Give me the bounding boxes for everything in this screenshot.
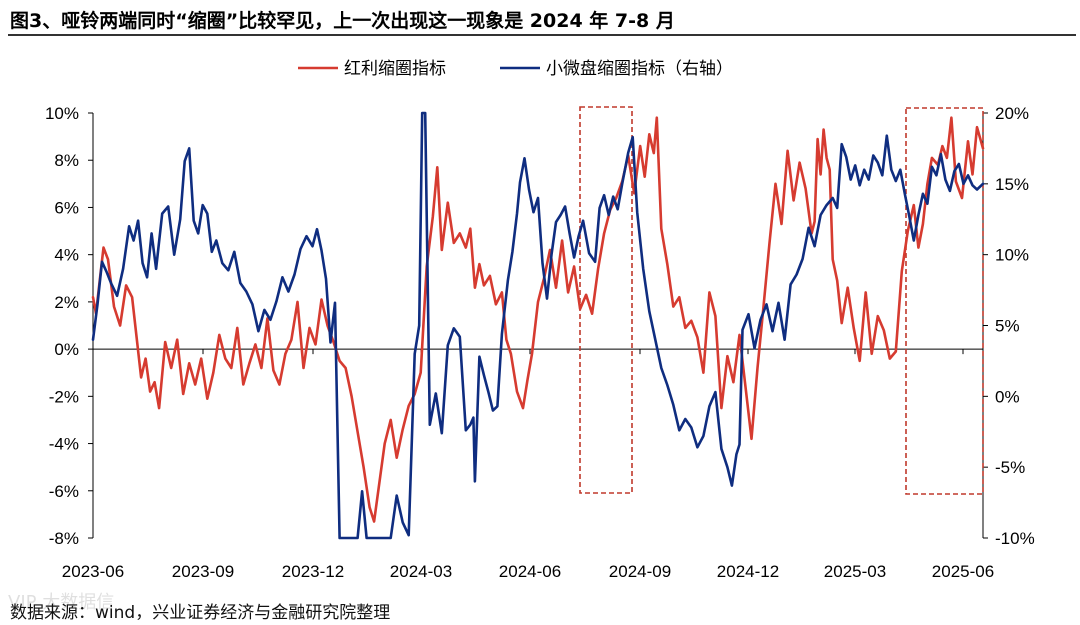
series-line-smallcap	[91, 111, 985, 540]
x-tick-label: 2024-06	[499, 562, 561, 581]
legend: 红利缩圈指标 小微盘缩圈指标（右轴）	[298, 59, 733, 79]
x-tick-label: 2024-09	[609, 562, 671, 581]
right-y-tick-label: 0%	[995, 387, 1020, 406]
watermark: VIP 大数据信	[8, 592, 115, 613]
x-tick-label: 2024-03	[390, 562, 452, 581]
left-y-tick-label: 10%	[45, 104, 79, 123]
right-y-tick-label: -5%	[995, 458, 1025, 477]
right-y-tick-label: 15%	[995, 175, 1029, 194]
right-y-tick-label: 10%	[995, 246, 1029, 265]
left-y-tick-label: 4%	[54, 246, 79, 265]
highlight-box	[905, 107, 984, 495]
x-tick-label: 2024-12	[717, 562, 779, 581]
right-y-tick-label: 20%	[995, 104, 1029, 123]
x-tick-label: 2023-09	[172, 562, 234, 581]
x-tick-label: 2023-12	[282, 562, 344, 581]
x-tick-label: 2023-06	[62, 562, 124, 581]
legend-label-dividend: 红利缩圈指标	[344, 59, 446, 79]
left-y-tick-label: 0%	[54, 340, 79, 359]
left-y-tick-label: -4%	[49, 435, 79, 454]
left-y-tick-label: -8%	[49, 529, 79, 548]
left-y-tick-label: 2%	[54, 293, 79, 312]
source-note: 数据来源：wind，兴业证券经济与金融研究院整理	[10, 603, 391, 623]
right-y-tick-label: -10%	[995, 529, 1035, 548]
x-tick-label: 2025-03	[824, 562, 886, 581]
chart-title: 图3、哑铃两端同时“缩圈”比较罕见，上一次出现这一现象是 2024 年 7-8 …	[10, 10, 675, 32]
right-y-tick-label: 5%	[995, 317, 1020, 336]
x-tick-label: 2025-06	[932, 562, 994, 581]
left-y-tick-label: 8%	[54, 151, 79, 170]
left-y-tick-label: -2%	[49, 387, 79, 406]
series-lines	[91, 111, 985, 540]
left-y-tick-label: -6%	[49, 482, 79, 501]
left-y-tick-label: 6%	[54, 198, 79, 217]
title-divider	[8, 34, 1076, 36]
axes: -8% -6% -4% -2% 0% 2% 4% 6% 8% 10% -10% -5% 0% 5% 10% 1…	[45, 104, 1035, 581]
highlight-boxes	[579, 106, 984, 495]
legend-label-smallcap: 小微盘缩圈指标（右轴）	[546, 59, 733, 79]
